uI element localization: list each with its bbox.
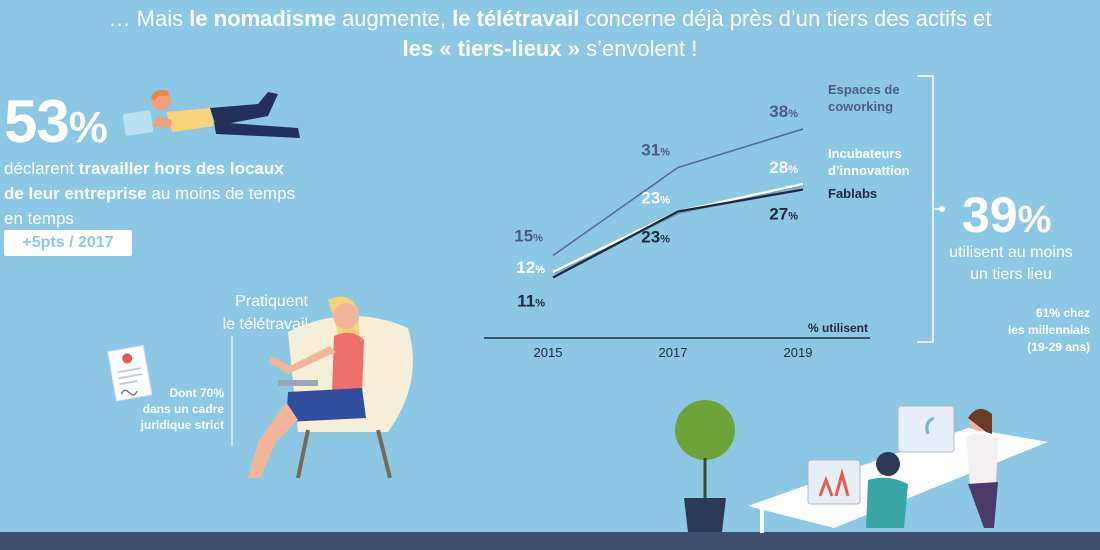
legend-label-coworking: Espaces de <box>828 82 900 97</box>
plant-illustration <box>675 400 735 532</box>
stat-39-line: utilisent au moins <box>949 244 1073 261</box>
bottom-bar <box>0 532 1100 550</box>
teletravail-note-line: juridique strict <box>140 418 224 432</box>
skirt-shape <box>286 388 366 422</box>
stat-39-number: 39 <box>962 187 1018 243</box>
x-axis-note: % utilisent <box>808 321 868 335</box>
data-label-incubateurs: 12% <box>516 258 545 277</box>
laptop-shape <box>807 459 861 505</box>
office-illustration <box>748 405 1048 533</box>
data-label-fablabs: 27% <box>769 205 798 224</box>
data-label-incubateurs: 28% <box>769 158 798 177</box>
header-line-2: les « tiers-lieux » s’envolent ! <box>0 34 1100 64</box>
header-text: augmente, <box>335 6 453 31</box>
legs-shape <box>248 402 298 478</box>
header-text: … Mais <box>108 6 190 31</box>
stat-39-value: 39% <box>962 188 1051 247</box>
legend-label-coworking: coworking <box>828 99 893 114</box>
x-tick-label: 2019 <box>784 345 813 360</box>
legend-label-incubateurs: Incubateurs <box>828 146 902 161</box>
header-text: concerne déjà près d’un tiers des actifs… <box>579 6 992 31</box>
data-label-coworking: 15% <box>514 227 543 246</box>
woman-armchair-illustration <box>248 296 413 479</box>
data-label-coworking: 38% <box>769 102 798 121</box>
teletravail-note-line: Dont 70% <box>169 386 224 400</box>
data-label-incubateurs: 23% <box>641 189 670 208</box>
connector-line <box>231 336 233 446</box>
stat-53-value: 53% <box>4 92 108 158</box>
teletravail-label-line: le télétravail <box>222 316 308 333</box>
stat-53-number: 53 <box>4 88 70 155</box>
laptop-chart-shape <box>818 468 850 497</box>
tablet-shape <box>278 380 318 386</box>
teletravail-note: Dont 70% dans un cadre juridique strict <box>112 385 224 433</box>
legend-label-fablabs: Fablabs <box>828 186 877 201</box>
head-shape <box>333 303 359 329</box>
shirt-shape <box>166 108 214 132</box>
hair-shape <box>151 89 169 101</box>
chair-leg-shape <box>376 429 392 479</box>
teletravail-label-line: Pratiquent <box>235 293 308 310</box>
series-line-coworking <box>552 128 804 257</box>
data-label-fablabs: 23% <box>641 228 670 247</box>
document-icon <box>107 344 153 402</box>
man-body-shape <box>866 477 908 528</box>
woman-hair-shape <box>968 408 992 434</box>
stat-53-description: déclarent travailler hors des locaux de … <box>4 156 304 231</box>
top-shape <box>332 332 364 394</box>
header-bold-text: le nomadisme <box>189 6 336 31</box>
teletravail-note-line: dans un cadre <box>142 402 224 416</box>
millennials-note-line: (19-29 ans) <box>1027 340 1090 354</box>
legs-lower-shape <box>214 122 300 138</box>
stat-39-description: utilisent au moins un tiers lieu <box>936 242 1086 286</box>
header-bold-text: le télétravail <box>452 6 580 31</box>
arm-shape <box>152 116 172 128</box>
legs-shape <box>210 92 278 126</box>
man-head-shape <box>876 452 900 476</box>
stat-53-badge: +5pts / 2017 <box>4 230 132 256</box>
header-line-1: … Mais le nomadisme augmente, le télétra… <box>0 4 1100 34</box>
woman-legs-shape <box>968 482 998 528</box>
chair-leg-shape <box>296 429 310 479</box>
stat-53-unit: % <box>68 103 108 152</box>
data-label-coworking: 31% <box>641 141 670 160</box>
stat-39-unit: % <box>1017 199 1052 241</box>
series-line-fablabs <box>552 188 804 279</box>
data-label-fablabs: 11% <box>517 292 545 311</box>
millennials-note-line: 61% chez <box>1035 306 1090 320</box>
laptop-shape <box>122 110 154 136</box>
stat-39-line: un tiers lieu <box>970 266 1052 283</box>
teletravail-label: Pratiquent le télétravail <box>180 290 308 336</box>
woman-body-shape <box>966 433 998 486</box>
laptop-logo-shape <box>925 416 935 435</box>
bracket-line <box>917 75 945 343</box>
millennials-note: 61% chez les millennials (19-29 ans) <box>966 305 1090 356</box>
header-bold-text: les « tiers-lieux » <box>402 36 580 61</box>
arm-shape <box>268 346 336 374</box>
header-text: s’envolent ! <box>579 36 698 61</box>
stat-53-bold-text: travailler hors des locaux de leur entre… <box>4 159 284 203</box>
legend-label-incubateurs: d’innovattion <box>828 163 910 178</box>
stat-53-text: déclarent <box>4 159 79 178</box>
person-lying-illustration <box>122 89 300 138</box>
millennials-note-line: les millennials <box>1007 323 1090 337</box>
x-tick-label: 2017 <box>659 345 688 360</box>
x-tick-label: 2015 <box>534 345 563 360</box>
line-chart: % utilisent 15%31%38%12%23%28%11%23%27% … <box>484 82 910 360</box>
header: … Mais le nomadisme augmente, le télétra… <box>0 4 1100 64</box>
stat-53-text: au moins de temps en temps <box>4 184 296 228</box>
